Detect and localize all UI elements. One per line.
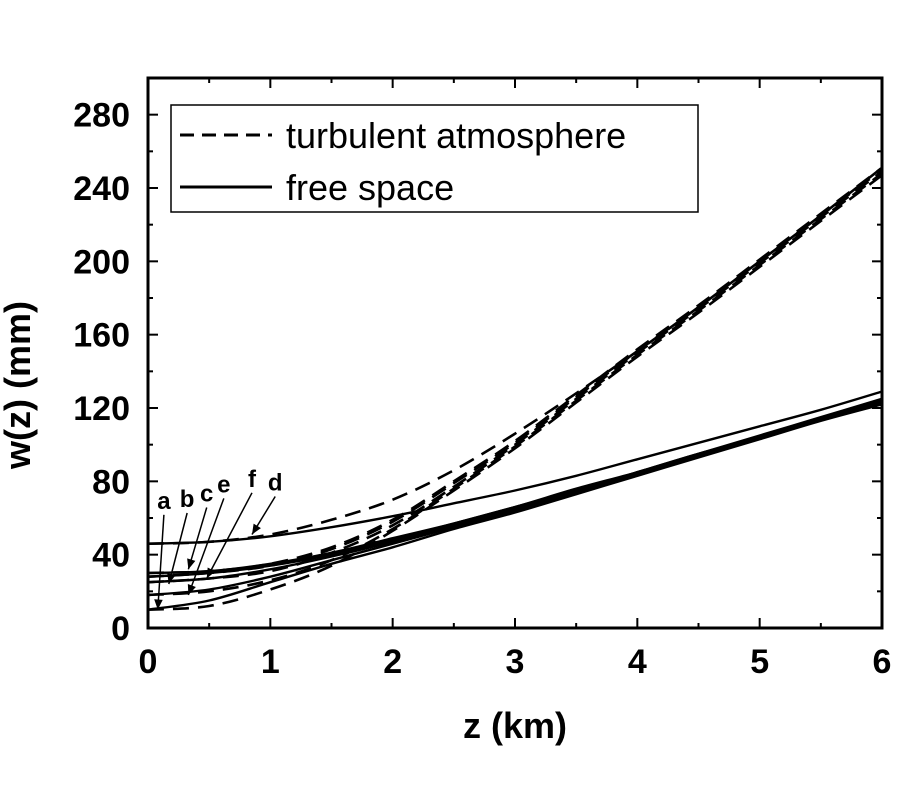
y-tick-label: 40 [92,537,130,575]
y-axis-title: w(z) (mm) [0,301,38,470]
free-space-curve-e [147,399,883,578]
x-tick-label: 6 [873,643,892,681]
curve-label-f: f [248,466,257,493]
curve-label-b: b [180,486,195,513]
curve-label-leader-c [187,507,208,570]
free-space-curve-d [147,390,883,545]
x-tick-label: 0 [139,643,158,681]
curve-label-arrowhead-a [154,599,163,610]
x-tick-label: 2 [383,643,402,681]
curve-label-d: d [268,470,283,497]
series-layer [147,166,883,611]
y-tick-label: 200 [73,243,130,281]
x-axis-title: z (km) [463,705,567,746]
free-space-curve-f [147,397,883,575]
curve-label-arrowhead-d [251,523,261,535]
turbulent-curve-a [147,174,883,611]
curve-label-e: e [217,471,230,498]
curve-label-arrowhead-e [187,584,196,595]
axis-layer: 0 1 2 3 4 5 6 0 40 80 120 160 200 240 280 [73,76,892,681]
x-tick-label: 1 [261,643,280,681]
turbulent-curve-d [147,166,883,545]
curve-label-c: c [200,481,213,508]
curve-label-arrowhead-b [167,573,176,584]
y-tick-label: 160 [73,317,130,355]
curve-label-leader-f [206,492,253,579]
legend: turbulent atmosphere free space [170,104,699,213]
free-space-curve-a [147,403,883,611]
y-tick-label: 240 [73,170,130,208]
turbulent-curve-e [147,168,883,578]
y-tick-label: 120 [73,390,130,428]
legend-box [170,104,699,213]
x-tick-label: 4 [628,643,647,681]
y-tick-label: 80 [92,463,130,501]
curve-label-leader-e [187,498,225,596]
x-tick-label: 5 [750,643,769,681]
curve-label-leader-a [157,514,165,610]
curve-label-arrowhead-c [187,558,196,570]
curve-label-a: a [157,488,171,515]
legend-label-turbulent: turbulent atmosphere [286,115,626,156]
turbulent-curve-b [147,172,883,597]
curve-label-leader-b [168,512,188,585]
curve-label-arrowhead-f [206,567,216,579]
y-tick-label: 0 [111,610,130,648]
x-tick-label: 3 [506,643,525,681]
y-tick-label: 280 [73,97,130,135]
turbulent-curve-c [147,170,883,584]
legend-label-free-space: free space [286,167,454,208]
